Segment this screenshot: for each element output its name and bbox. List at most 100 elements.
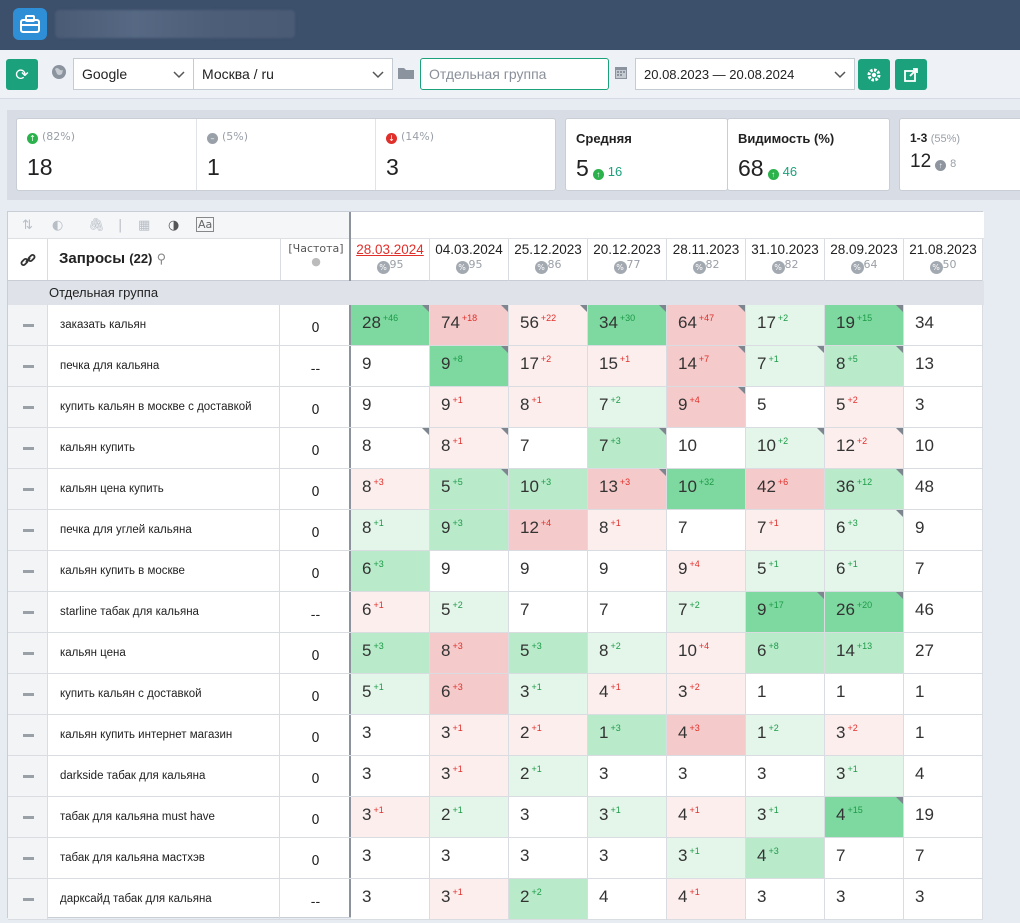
position-cell[interactable]: 27 bbox=[904, 633, 983, 674]
row-collapse-icon[interactable] bbox=[8, 387, 48, 428]
position-cell[interactable]: 8 +1 bbox=[509, 387, 588, 428]
position-cell[interactable]: 6 +1 bbox=[825, 551, 904, 592]
row-collapse-icon[interactable] bbox=[8, 633, 48, 674]
date-range-select[interactable]: 20.08.2023 — 20.08.2024 bbox=[635, 58, 855, 90]
position-cell[interactable]: 9 bbox=[904, 510, 983, 551]
position-cell[interactable]: 8 +1 bbox=[588, 510, 667, 551]
position-cell[interactable]: 1 bbox=[746, 674, 825, 715]
position-cell[interactable]: 7 bbox=[588, 592, 667, 633]
position-cell[interactable]: 64 +47 bbox=[667, 305, 746, 346]
position-cell[interactable]: 14 +13 bbox=[825, 633, 904, 674]
query-text[interactable]: кальян цена bbox=[48, 633, 280, 674]
position-cell[interactable]: 5 +3 bbox=[509, 633, 588, 674]
row-collapse-icon[interactable] bbox=[8, 592, 48, 633]
position-cell[interactable]: 3 bbox=[825, 879, 904, 920]
search-icon[interactable]: ⚲ bbox=[156, 251, 167, 266]
position-cell[interactable]: 9 bbox=[351, 346, 430, 387]
position-cell[interactable]: 48 bbox=[904, 469, 983, 510]
position-cell[interactable]: 8 +2 bbox=[588, 633, 667, 674]
settings-button[interactable] bbox=[858, 59, 890, 90]
position-cell[interactable]: 7 bbox=[825, 838, 904, 879]
position-cell[interactable]: 10 +4 bbox=[667, 633, 746, 674]
position-cell[interactable]: 9 +8 bbox=[430, 346, 509, 387]
query-text[interactable]: купить кальян в москве с доставкой bbox=[48, 387, 280, 428]
query-text[interactable]: печка для углей кальяна bbox=[48, 510, 280, 551]
position-cell[interactable]: 4 +1 bbox=[667, 879, 746, 920]
position-cell[interactable]: 6 +3 bbox=[430, 674, 509, 715]
position-cell[interactable]: 5 +2 bbox=[825, 387, 904, 428]
position-cell[interactable]: 3 +1 bbox=[430, 879, 509, 920]
position-cell[interactable]: 4 bbox=[588, 879, 667, 920]
row-collapse-icon[interactable] bbox=[8, 797, 48, 838]
position-cell[interactable]: 3 +1 bbox=[746, 797, 825, 838]
position-cell[interactable]: 17 +2 bbox=[509, 346, 588, 387]
query-text[interactable]: табак для кальяна мастхэв bbox=[48, 838, 280, 879]
query-text[interactable]: купить кальян с доставкой bbox=[48, 674, 280, 715]
date-label[interactable]: 04.03.2024 bbox=[435, 242, 503, 257]
position-cell[interactable]: 2 +1 bbox=[430, 797, 509, 838]
position-cell[interactable]: 10 bbox=[667, 428, 746, 469]
position-cell[interactable]: 3 +1 bbox=[430, 715, 509, 756]
queries-header[interactable]: Запросы (22) ⚲ bbox=[59, 250, 166, 267]
group-row[interactable]: Отдельная группа bbox=[8, 281, 984, 305]
position-cell[interactable]: 34 +30 bbox=[588, 305, 667, 346]
position-cell[interactable]: 3 +1 bbox=[351, 797, 430, 838]
position-cell[interactable]: 3 +2 bbox=[667, 674, 746, 715]
position-cell[interactable]: 3 bbox=[430, 838, 509, 879]
row-collapse-icon[interactable] bbox=[8, 756, 48, 797]
date-column-header[interactable]: 28.03.2024% 95 bbox=[351, 239, 430, 281]
date-label[interactable]: 25.12.2023 bbox=[514, 242, 582, 257]
query-text[interactable]: starline табак для кальяна bbox=[48, 592, 280, 633]
position-cell[interactable]: 26 +20 bbox=[825, 592, 904, 633]
position-cell[interactable]: 7 +2 bbox=[667, 592, 746, 633]
toggle-icon[interactable]: ◐ bbox=[52, 218, 64, 233]
position-cell[interactable]: 8 +1 bbox=[351, 510, 430, 551]
position-cell[interactable]: 6 +3 bbox=[825, 510, 904, 551]
position-cell[interactable]: 46 bbox=[904, 592, 983, 633]
position-cell[interactable]: 17 +2 bbox=[746, 305, 825, 346]
row-collapse-icon[interactable] bbox=[8, 510, 48, 551]
position-cell[interactable]: 4 bbox=[904, 756, 983, 797]
position-cell[interactable]: 9 +3 bbox=[430, 510, 509, 551]
position-cell[interactable]: 3 bbox=[746, 756, 825, 797]
position-cell[interactable]: 3 bbox=[351, 838, 430, 879]
position-cell[interactable]: 7 +1 bbox=[746, 346, 825, 387]
row-collapse-icon[interactable] bbox=[8, 838, 48, 879]
position-cell[interactable]: 5 bbox=[746, 387, 825, 428]
position-cell[interactable]: 6 +3 bbox=[351, 551, 430, 592]
frequency-header[interactable]: [Частота] ● bbox=[280, 239, 351, 280]
position-cell[interactable]: 2 +2 bbox=[509, 879, 588, 920]
region-select[interactable]: Москва / ru bbox=[193, 58, 393, 90]
date-column-header[interactable]: 28.11.2023% 82 bbox=[667, 239, 746, 281]
row-collapse-icon[interactable] bbox=[8, 551, 48, 592]
position-cell[interactable]: 19 +15 bbox=[825, 305, 904, 346]
position-cell[interactable]: 7 +3 bbox=[588, 428, 667, 469]
position-cell[interactable]: 7 bbox=[509, 428, 588, 469]
position-cell[interactable]: 13 +3 bbox=[588, 469, 667, 510]
date-label[interactable]: 20.12.2023 bbox=[593, 242, 661, 257]
row-collapse-icon[interactable] bbox=[8, 715, 48, 756]
export-button[interactable] bbox=[895, 59, 927, 90]
date-column-header[interactable]: 28.09.2023% 64 bbox=[825, 239, 904, 281]
position-cell[interactable]: 3 bbox=[351, 715, 430, 756]
query-text[interactable]: кальян купить в москве bbox=[48, 551, 280, 592]
refresh-button[interactable]: ⟳ bbox=[6, 59, 38, 90]
position-cell[interactable]: 5 +3 bbox=[351, 633, 430, 674]
position-cell[interactable]: 7 +2 bbox=[588, 387, 667, 428]
row-collapse-icon[interactable] bbox=[8, 674, 48, 715]
position-cell[interactable]: 10 +3 bbox=[509, 469, 588, 510]
position-cell[interactable]: 9 +4 bbox=[667, 551, 746, 592]
date-label[interactable]: 28.09.2023 bbox=[830, 242, 898, 257]
position-cell[interactable]: 1 bbox=[825, 674, 904, 715]
position-cell[interactable]: 28 +46 bbox=[351, 305, 430, 346]
position-cell[interactable]: 36 +12 bbox=[825, 469, 904, 510]
date-column-header[interactable]: 25.12.2023% 86 bbox=[509, 239, 588, 281]
briefcase-icon[interactable] bbox=[13, 8, 47, 40]
position-cell[interactable]: 6 +1 bbox=[351, 592, 430, 633]
query-text[interactable]: кальян купить интернет магазин bbox=[48, 715, 280, 756]
query-text[interactable]: кальян купить bbox=[48, 428, 280, 469]
position-cell[interactable]: 3 bbox=[667, 756, 746, 797]
query-text[interactable]: печка для кальяна bbox=[48, 346, 280, 387]
position-cell[interactable]: 7 bbox=[904, 551, 983, 592]
date-column-header[interactable]: 04.03.2024% 95 bbox=[430, 239, 509, 281]
